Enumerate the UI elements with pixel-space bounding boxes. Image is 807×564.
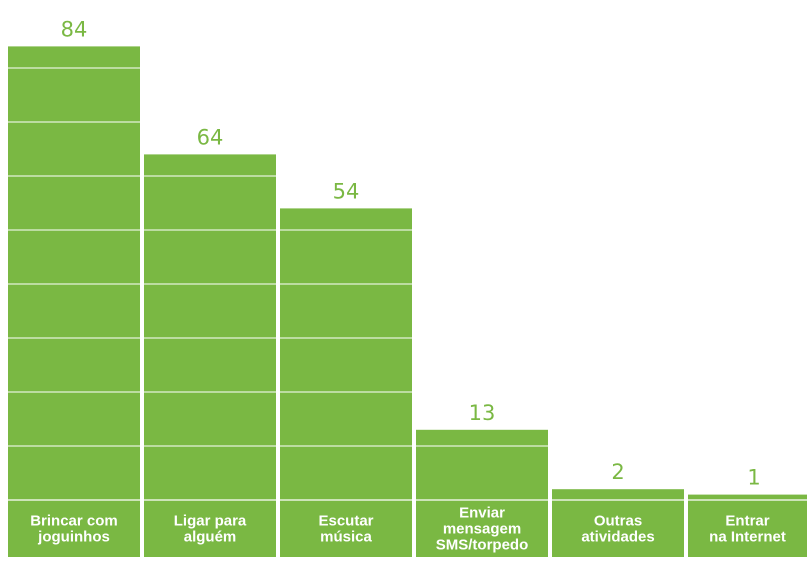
category-label-line: Ligar para bbox=[174, 513, 247, 530]
gridlines-layer bbox=[8, 67, 807, 501]
category-label-line: Enviar bbox=[459, 505, 505, 522]
category-label-1: Ligar para alguém bbox=[174, 513, 247, 546]
labels-layer: 84 Brincar com joguinhos 64 Ligar para alguém… bbox=[30, 17, 786, 553]
category-label-line: SMS/torpedo bbox=[436, 537, 529, 554]
category-label-line: atividades bbox=[581, 529, 654, 546]
category-label-line: joguinhos bbox=[37, 529, 110, 546]
category-label-3: Enviar mensagem SMS/torpedo bbox=[436, 505, 529, 554]
category-label-5: Entrar na Internet bbox=[709, 513, 786, 546]
bar-5 bbox=[688, 494, 807, 557]
value-label-2: 54 bbox=[333, 179, 360, 203]
category-label-line: Entrar bbox=[725, 513, 769, 530]
value-label-1: 64 bbox=[197, 125, 224, 149]
category-label-line: Outras bbox=[594, 513, 642, 530]
category-label-line: música bbox=[320, 529, 372, 546]
category-label-line: na Internet bbox=[709, 529, 786, 546]
category-label-line: alguém bbox=[184, 529, 237, 546]
category-label-line: Escutar bbox=[318, 513, 373, 530]
bar-1 bbox=[144, 154, 276, 557]
value-label-3: 13 bbox=[469, 401, 496, 425]
bar-0 bbox=[8, 46, 140, 558]
category-label-0: Brincar com joguinhos bbox=[30, 513, 118, 546]
category-label-line: Brincar com bbox=[30, 513, 118, 530]
value-label-0: 84 bbox=[61, 17, 88, 41]
category-label-line: mensagem bbox=[443, 521, 521, 538]
value-label-4: 2 bbox=[611, 460, 624, 484]
bar-2 bbox=[280, 208, 412, 557]
bars-layer bbox=[8, 46, 807, 558]
bar-3 bbox=[416, 429, 548, 557]
category-label-4: Outras atividades bbox=[581, 513, 654, 546]
category-label-2: Escutar música bbox=[318, 513, 373, 546]
value-label-5: 1 bbox=[747, 466, 760, 490]
